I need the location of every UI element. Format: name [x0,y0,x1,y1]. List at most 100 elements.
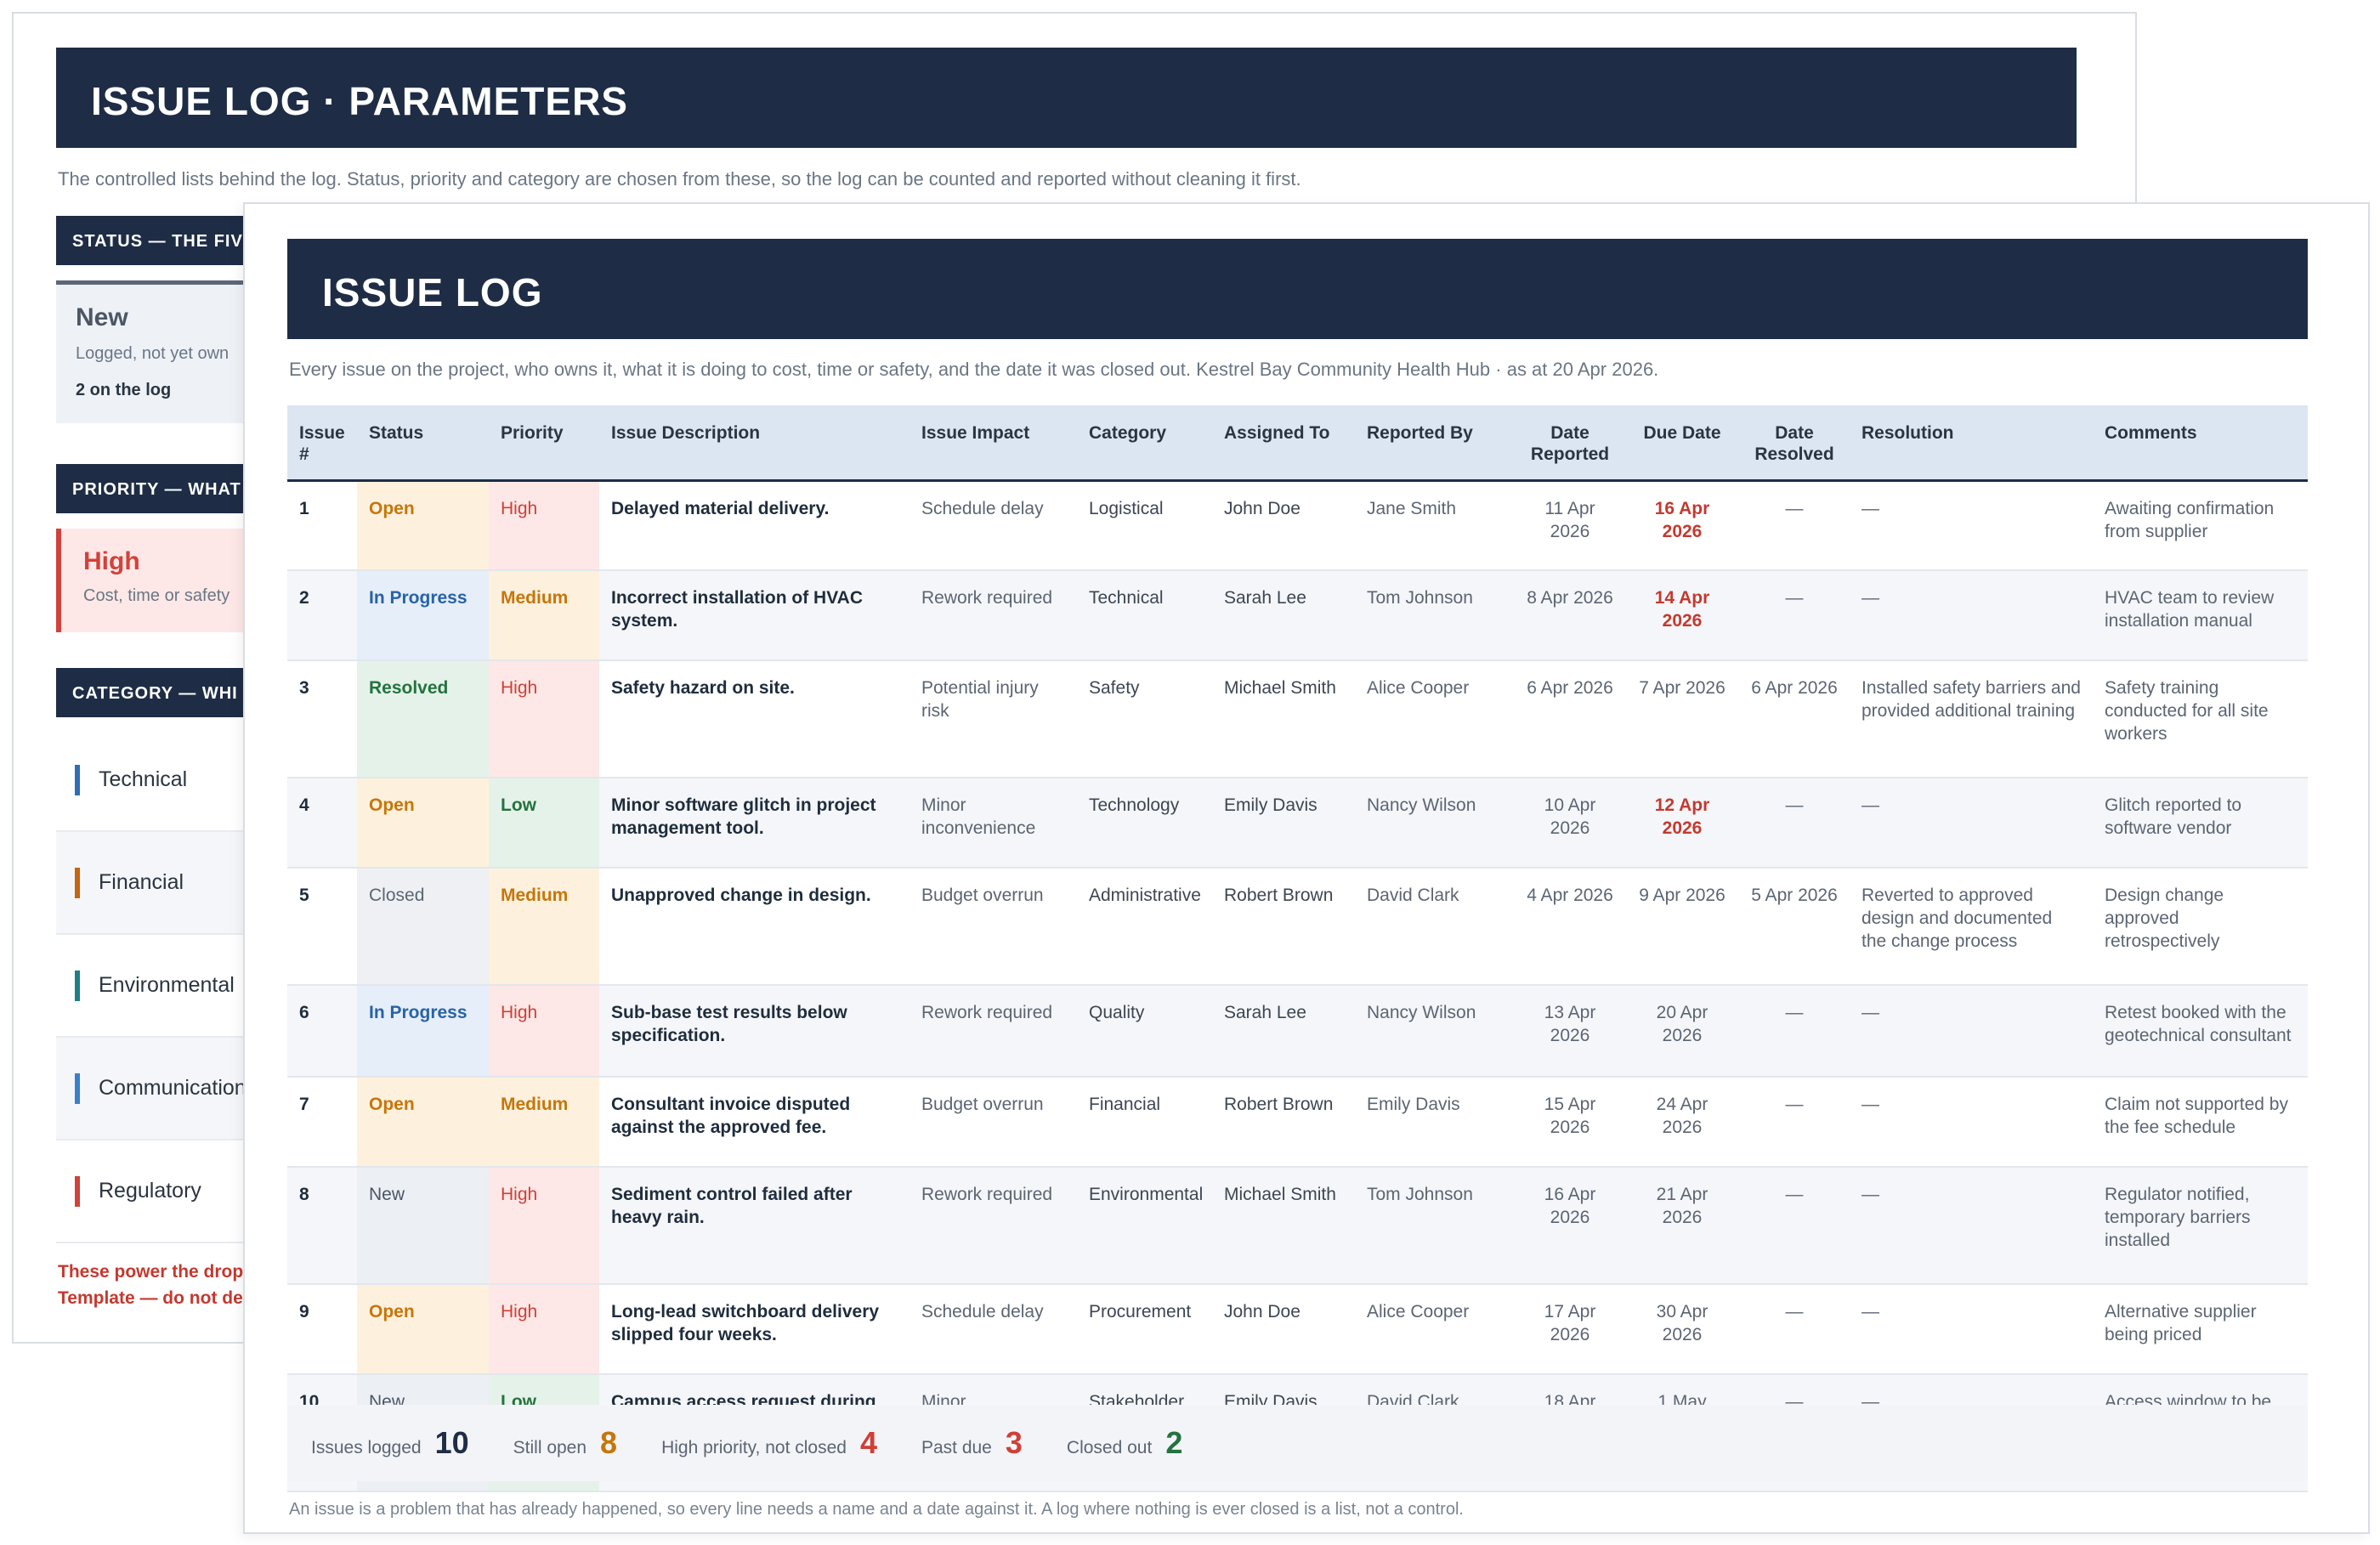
assigned-to-cell: Sarah Lee [1212,985,1355,1078]
due-date-cell: 12 Apr 2026 [1625,778,1739,869]
column-header: Reported By [1355,405,1515,482]
summary-stat-value: 10 [434,1425,469,1460]
issue-number-cell: 2 [287,570,357,661]
date-reported-cell: 6 Apr 2026 [1515,660,1625,778]
category-cell: Financial [1077,1077,1212,1168]
category-item: Technical [56,729,277,832]
summary-stat-label: Closed out [1066,1438,1153,1457]
issue-number-cell: 4 [287,778,357,869]
category-label: Environmental [99,973,235,997]
category-label: Technical [99,767,188,791]
table-row[interactable]: 8 New High Sediment control failed after he… [287,1167,2308,1285]
priority-section-header: PRIORITY — WHAT [56,464,277,513]
reported-by-cell: Emily Davis [1355,1077,1515,1168]
table-row[interactable]: 7 Open Medium Consultant invoice disputed a… [287,1077,2308,1168]
summary-stat-value: 8 [600,1425,618,1460]
table-row[interactable]: 4 Open Low Minor software glitch in project… [287,778,2308,869]
reported-by-cell: Alice Cooper [1355,1284,1515,1375]
assigned-to-cell: Emily Davis [1212,778,1355,869]
issue-number-cell: 3 [287,660,357,778]
description-cell: Delayed material delivery. [599,480,910,571]
category-cell: Environmental [1077,1167,1212,1285]
summary-stat: Issues logged 10 [311,1425,469,1461]
status-card-description: Logged, not yet own [76,344,230,363]
reported-by-cell: Tom Johnson [1355,1167,1515,1285]
category-cell: Logistical [1077,480,1212,571]
resolution-cell: — [1850,1077,2093,1168]
category-cell: Technical [1077,570,1212,661]
date-reported-cell: 13 Apr 2026 [1515,985,1625,1078]
priority-card-title: High [83,547,140,575]
column-header: Assigned To [1212,405,1355,482]
resolution-cell: — [1850,1167,2093,1285]
status-cell: Open [357,1284,489,1375]
description-cell: Minor software glitch in project managem… [599,778,910,869]
issue-log-footnote: An issue is a problem that has already h… [289,1500,1464,1519]
comments-cell: Alternative supplier being priced [2093,1284,2308,1375]
table-row[interactable]: 1 Open High Delayed material delivery. Sched… [287,480,2308,571]
priority-cell: High [489,660,599,778]
table-row[interactable]: 9 Open High Long-lead switchboard delivery … [287,1284,2308,1375]
summary-stat-label: Past due [921,1438,992,1457]
table-header-row: Issue # Status Priority Issue Description Is… [287,405,2308,482]
category-color-swatch [75,971,80,1001]
due-date-cell: 7 Apr 2026 [1625,660,1739,778]
status-card-title: New [76,303,128,331]
category-label: Regulatory [99,1179,201,1203]
reported-by-cell: Alice Cooper [1355,660,1515,778]
priority-cell: Medium [489,868,599,986]
comments-cell: Awaiting confirmation from supplier [2093,480,2308,571]
column-header: Resolution [1850,405,2093,482]
parameters-title: ISSUE LOG · PARAMETERS [56,48,2077,148]
column-header: Due Date [1625,405,1739,482]
impact-cell: Rework required [910,570,1077,661]
impact-cell: Potential injury risk [910,660,1077,778]
column-header: Issue Description [599,405,910,482]
category-label: Communication [99,1076,246,1100]
category-color-swatch [75,765,80,795]
table-row[interactable]: 5 Closed Medium Unapproved change in design… [287,868,2308,986]
category-label: Financial [99,870,184,894]
description-cell: Sub-base test results below specificatio… [599,985,910,1078]
description-cell: Sediment control failed after heavy rain… [599,1167,910,1285]
table-row[interactable]: 3 Resolved High Safety hazard on site. Poten… [287,660,2308,778]
category-cell: Safety [1077,660,1212,778]
summary-stat-label: High priority, not closed [661,1438,847,1457]
issue-number-cell: 7 [287,1077,357,1168]
date-resolved-cell: — [1739,985,1850,1078]
table-row[interactable]: 2 In Progress Medium Incorrect installation… [287,570,2308,661]
parameters-note-line: Template — do not de [58,1288,243,1308]
impact-cell: Schedule delay [910,1284,1077,1375]
column-header: Issue Impact [910,405,1077,482]
column-header: Date Reported [1515,405,1625,482]
reported-by-cell: Tom Johnson [1355,570,1515,661]
comments-cell: HVAC team to review installation manual [2093,570,2308,661]
date-resolved-cell: — [1739,1284,1850,1375]
reported-by-cell: Nancy Wilson [1355,985,1515,1078]
date-reported-cell: 10 Apr 2026 [1515,778,1625,869]
summary-stat-label: Still open [513,1438,587,1457]
category-cell: Technology [1077,778,1212,869]
summary-stat: High priority, not closed 4 [661,1425,877,1461]
issue-number-cell: 6 [287,985,357,1078]
date-reported-cell: 4 Apr 2026 [1515,868,1625,986]
status-card-count: 2 on the log [76,381,172,399]
date-resolved-cell: 6 Apr 2026 [1739,660,1850,778]
summary-stat-value: 3 [1005,1425,1023,1460]
impact-cell: Minor inconvenience [910,778,1077,869]
category-list: Technical Financial Environmental Communica… [56,729,277,1243]
description-cell: Incorrect installation of HVAC system. [599,570,910,661]
comments-cell: Glitch reported to software vendor [2093,778,2308,869]
resolution-cell: — [1850,985,2093,1078]
date-reported-cell: 15 Apr 2026 [1515,1077,1625,1168]
resolution-cell: Reverted to approved design and document… [1850,868,2093,986]
priority-cell: Medium [489,570,599,661]
summary-stat-value: 4 [859,1425,877,1460]
status-cell: Resolved [357,660,489,778]
date-reported-cell: 17 Apr 2026 [1515,1284,1625,1375]
table-row[interactable]: 6 In Progress High Sub-base test results be… [287,985,2308,1078]
comments-cell: Safety training conducted for all site w… [2093,660,2308,778]
status-cell: Closed [357,868,489,986]
impact-cell: Schedule delay [910,480,1077,571]
issue-log-intro: Every issue on the project, who owns it,… [289,359,1659,380]
